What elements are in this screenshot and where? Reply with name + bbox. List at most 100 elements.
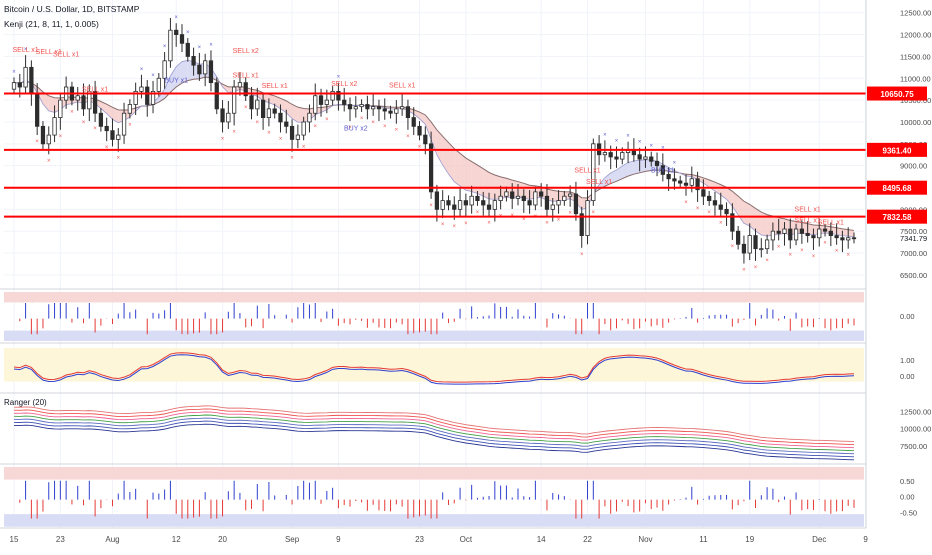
signal-cross: × — [696, 206, 700, 212]
x-tick-label: 22 — [583, 535, 592, 544]
candle-body — [406, 107, 409, 118]
symbol-title: Bitcoin / U.S. Dollar, 1D, BITSTAMP — [4, 4, 140, 14]
signal-cross: × — [592, 210, 596, 216]
candle-body — [383, 109, 386, 111]
signal-label: SELL x1 — [574, 168, 600, 175]
signal-cross: × — [638, 140, 642, 146]
signal-cross: × — [232, 129, 236, 135]
candle-body — [256, 100, 259, 109]
signal-cross: × — [70, 109, 74, 115]
signal-cross: × — [777, 244, 781, 250]
candle-body — [510, 192, 513, 199]
signal-cross: × — [279, 136, 283, 142]
signal-label: BUY x1 — [164, 78, 188, 85]
signal-label: SELL x1 — [53, 51, 79, 58]
level-price-label: 7832.58 — [883, 213, 912, 222]
candle-body — [476, 196, 479, 200]
pane-tick-label: 0.00 — [900, 312, 915, 321]
indicator-title: Kenji (21, 8, 11, 1, 0.005) — [4, 19, 99, 29]
candle-body — [418, 126, 421, 135]
candle-body — [505, 192, 508, 196]
signal-cross: × — [823, 240, 827, 246]
candle-body — [673, 179, 676, 181]
signal-cross: × — [406, 134, 410, 140]
signal-cross: × — [290, 156, 294, 162]
pane-tick-label: 0.50 — [900, 477, 915, 486]
candle-body — [24, 67, 27, 87]
candle-body — [319, 96, 322, 105]
signal-label: SELL x1 — [818, 220, 844, 227]
candle-body — [470, 196, 473, 205]
candle-body — [325, 100, 328, 104]
candle-body — [360, 104, 363, 106]
candle-body — [377, 107, 380, 109]
candle-body — [366, 104, 369, 108]
candle-body — [441, 201, 444, 210]
signal-cross: × — [522, 217, 526, 223]
candle-body — [314, 96, 317, 113]
signal-cross: × — [93, 126, 97, 132]
candle-body — [841, 238, 844, 240]
x-tick-label: 15 — [10, 535, 19, 544]
signal-cross: × — [464, 221, 468, 227]
signal-cross: × — [673, 160, 677, 166]
candle-body — [285, 122, 288, 126]
candle-body — [806, 233, 809, 235]
candle-body — [499, 196, 502, 200]
candle-body — [760, 249, 763, 250]
candle-body — [754, 236, 757, 249]
x-tick-label: Sep — [285, 535, 300, 544]
candle-body — [30, 67, 33, 93]
candle-body — [528, 201, 531, 205]
x-tick-label: 14 — [537, 535, 546, 544]
x-tick-label: 12 — [172, 535, 181, 544]
signal-cross: × — [140, 67, 144, 73]
candle-body — [818, 229, 821, 238]
signal-cross: × — [453, 224, 457, 230]
y-tick-label: 11500.00 — [900, 52, 931, 61]
level-price-label: 9361.40 — [883, 146, 912, 155]
candle-body — [174, 30, 177, 34]
signal-cross: × — [174, 15, 178, 21]
candle-body — [163, 61, 166, 78]
y-tick-label: 12500.00 — [900, 9, 931, 18]
candle-body — [53, 118, 56, 135]
x-tick-label: Oct — [460, 535, 473, 544]
candle-body — [482, 201, 485, 205]
y-tick-label: 12000.00 — [900, 31, 931, 40]
signal-cross: × — [557, 218, 561, 224]
signal-cross: × — [580, 252, 584, 258]
candle-body — [719, 205, 722, 209]
y-tick-label: 10000.00 — [900, 118, 931, 127]
signal-cross: × — [267, 130, 271, 136]
candle-body — [545, 196, 548, 209]
candle-body — [487, 205, 490, 209]
signal-cross: × — [476, 210, 480, 216]
candle-body — [603, 153, 606, 155]
candle-body — [783, 229, 786, 233]
signal-cross: × — [47, 158, 51, 164]
candle-body — [279, 113, 282, 122]
y-tick-label: 6500.00 — [900, 271, 927, 280]
candle-body — [852, 238, 855, 239]
signal-label: SELL x1 — [586, 179, 612, 186]
candle-body — [146, 87, 149, 104]
overbought-zone — [4, 292, 864, 302]
candle-body — [111, 131, 114, 140]
candle-body — [308, 113, 311, 122]
candle-body — [736, 231, 739, 244]
signal-cross: × — [545, 220, 549, 226]
pane-tick-label: 10000.00 — [900, 425, 931, 434]
candle-body — [568, 194, 571, 196]
candle-body — [632, 150, 635, 154]
candle-body — [458, 201, 461, 210]
signal-cross: × — [151, 73, 155, 79]
oversold-zone — [4, 331, 864, 341]
candle-body — [644, 157, 647, 159]
ma-cloud-segment — [756, 208, 762, 235]
signal-cross: × — [812, 254, 816, 260]
candle-body — [41, 126, 44, 143]
candle-body — [684, 183, 687, 185]
